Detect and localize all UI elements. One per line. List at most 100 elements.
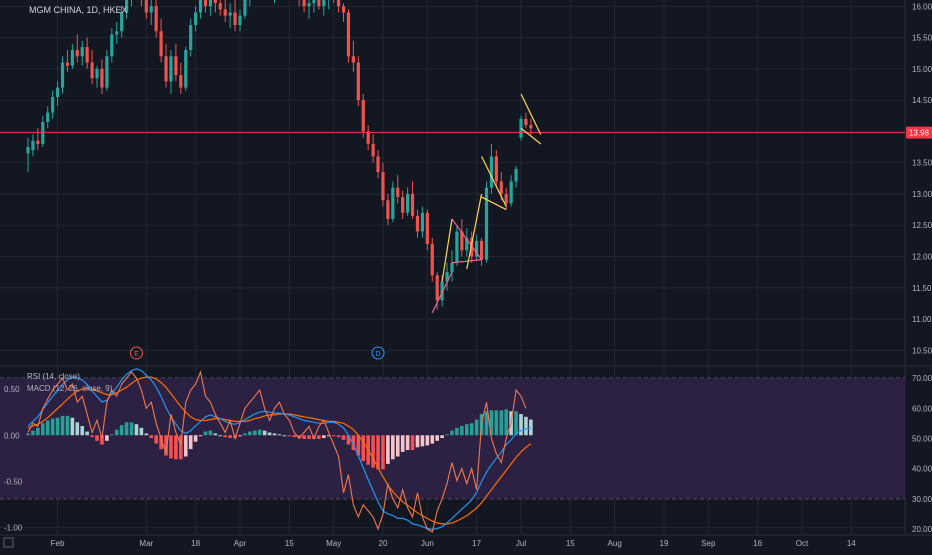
macd-histogram-bar bbox=[149, 435, 154, 439]
date-tick-label: 19 bbox=[660, 539, 669, 548]
candle-body bbox=[381, 172, 385, 201]
macd-histogram-bar bbox=[134, 424, 139, 436]
candle-body bbox=[75, 50, 79, 57]
date-tick-label: 16 bbox=[753, 539, 762, 548]
candle-body bbox=[223, 9, 227, 16]
candle-body bbox=[391, 187, 395, 219]
candle-body bbox=[460, 231, 464, 251]
candle-body bbox=[307, 3, 311, 7]
macd-histogram-bar bbox=[75, 422, 80, 436]
candle-body bbox=[105, 56, 109, 88]
candle-body bbox=[504, 193, 508, 204]
macd-histogram-bar bbox=[40, 423, 45, 436]
macd-histogram-bar bbox=[208, 430, 213, 436]
macd-histogram-bar bbox=[455, 427, 459, 436]
macd-histogram-bar bbox=[326, 435, 331, 437]
macd-histogram-bar bbox=[356, 435, 361, 456]
price-tick-label: 12.00 bbox=[912, 253, 932, 262]
macd-histogram-bar bbox=[450, 430, 454, 436]
candle-body bbox=[396, 187, 400, 198]
candle-body bbox=[120, 12, 124, 32]
macd-histogram-bar bbox=[391, 435, 395, 460]
macd-histogram-bar bbox=[139, 427, 144, 436]
candle-body bbox=[371, 143, 375, 157]
candle-body bbox=[194, 12, 198, 26]
macd-histogram-bar bbox=[435, 435, 439, 441]
macd-histogram-bar bbox=[484, 411, 489, 436]
macd-histogram-bar bbox=[381, 435, 385, 470]
macd-histogram-bar bbox=[405, 435, 410, 451]
macd-histogram-bar bbox=[80, 426, 85, 436]
macd-histogram-bar bbox=[252, 430, 257, 436]
event-marker-label: E bbox=[134, 351, 139, 358]
macd-histogram-bar bbox=[336, 435, 341, 438]
time-axis-icon bbox=[3, 537, 14, 548]
rsi-band bbox=[0, 378, 905, 499]
price-tag-label: 13.98 bbox=[909, 129, 930, 138]
price-tick-label: 13.00 bbox=[912, 190, 932, 199]
macd-histogram-bar bbox=[31, 430, 35, 436]
candle-body bbox=[386, 200, 390, 219]
macd-histogram-bar bbox=[529, 419, 533, 436]
candle-body bbox=[317, 0, 321, 7]
pattern-trendline bbox=[481, 196, 507, 211]
candle-body bbox=[238, 15, 242, 26]
candle-body bbox=[351, 56, 355, 63]
macd-histogram-bar bbox=[119, 425, 124, 436]
indicator-layer bbox=[26, 368, 533, 533]
macd-histogram-bar bbox=[100, 435, 104, 445]
candle-body bbox=[465, 237, 469, 251]
candle-body bbox=[425, 212, 429, 244]
price-tag-box bbox=[906, 126, 932, 139]
candle-body bbox=[213, 0, 217, 4]
macd-histogram-bar bbox=[287, 435, 292, 437]
candle-body bbox=[95, 68, 99, 79]
candle-body bbox=[203, 0, 208, 7]
macd-histogram-bar bbox=[307, 435, 311, 439]
macd-histogram-bar bbox=[514, 411, 518, 436]
pattern-trendline bbox=[520, 93, 542, 135]
candle-body bbox=[70, 50, 74, 66]
candle-body bbox=[499, 181, 503, 194]
candle-body bbox=[470, 237, 474, 257]
macd-histogram-bar bbox=[292, 435, 297, 438]
macd-histogram-bar bbox=[282, 435, 287, 437]
macd-line bbox=[27, 368, 532, 531]
candle-body bbox=[302, 0, 306, 7]
candle-body bbox=[401, 197, 405, 213]
candle-body bbox=[125, 0, 129, 13]
candle-body bbox=[529, 125, 533, 129]
rsi-tick-label: 40.00 bbox=[912, 465, 932, 474]
candle-body bbox=[55, 87, 60, 97]
axis-layer: 16.0015.5015.0014.5014.0013.5013.0012.50… bbox=[4, 2, 932, 548]
macd-histogram-bar bbox=[395, 435, 400, 457]
candle-body bbox=[100, 68, 104, 88]
candle-body bbox=[445, 272, 449, 282]
macd-histogram-bar bbox=[425, 435, 430, 446]
price-tick-label: 16.00 bbox=[912, 2, 932, 11]
macd-histogram-bar bbox=[420, 435, 425, 447]
rsi-tick-label: 60.00 bbox=[912, 404, 932, 413]
macd-histogram-bar bbox=[110, 434, 114, 436]
pattern-trendline bbox=[481, 156, 507, 207]
macd-tick-label: 0.50 bbox=[4, 385, 20, 394]
macd-histogram-bar bbox=[297, 435, 301, 439]
date-tick-label: 17 bbox=[472, 539, 481, 548]
macd-histogram-bar bbox=[341, 435, 346, 440]
candle-body bbox=[415, 215, 420, 232]
date-tick-label: 14 bbox=[847, 539, 856, 548]
event-marker-label: D bbox=[375, 351, 380, 358]
macd-histogram-bar bbox=[114, 429, 119, 436]
pattern-trendline bbox=[431, 271, 453, 314]
candle-body bbox=[509, 181, 513, 204]
event-marker-e bbox=[129, 346, 143, 360]
macd-histogram-bar bbox=[322, 435, 326, 439]
date-tick-label: 20 bbox=[379, 539, 388, 548]
macd-histogram-bar bbox=[55, 417, 60, 436]
candle-body bbox=[341, 6, 346, 13]
candle-body bbox=[159, 31, 163, 57]
candle-body bbox=[455, 231, 459, 263]
macd-tick-label: 0.00 bbox=[4, 431, 20, 440]
macd-histogram-bar bbox=[474, 419, 479, 436]
candle-body bbox=[243, 0, 247, 16]
